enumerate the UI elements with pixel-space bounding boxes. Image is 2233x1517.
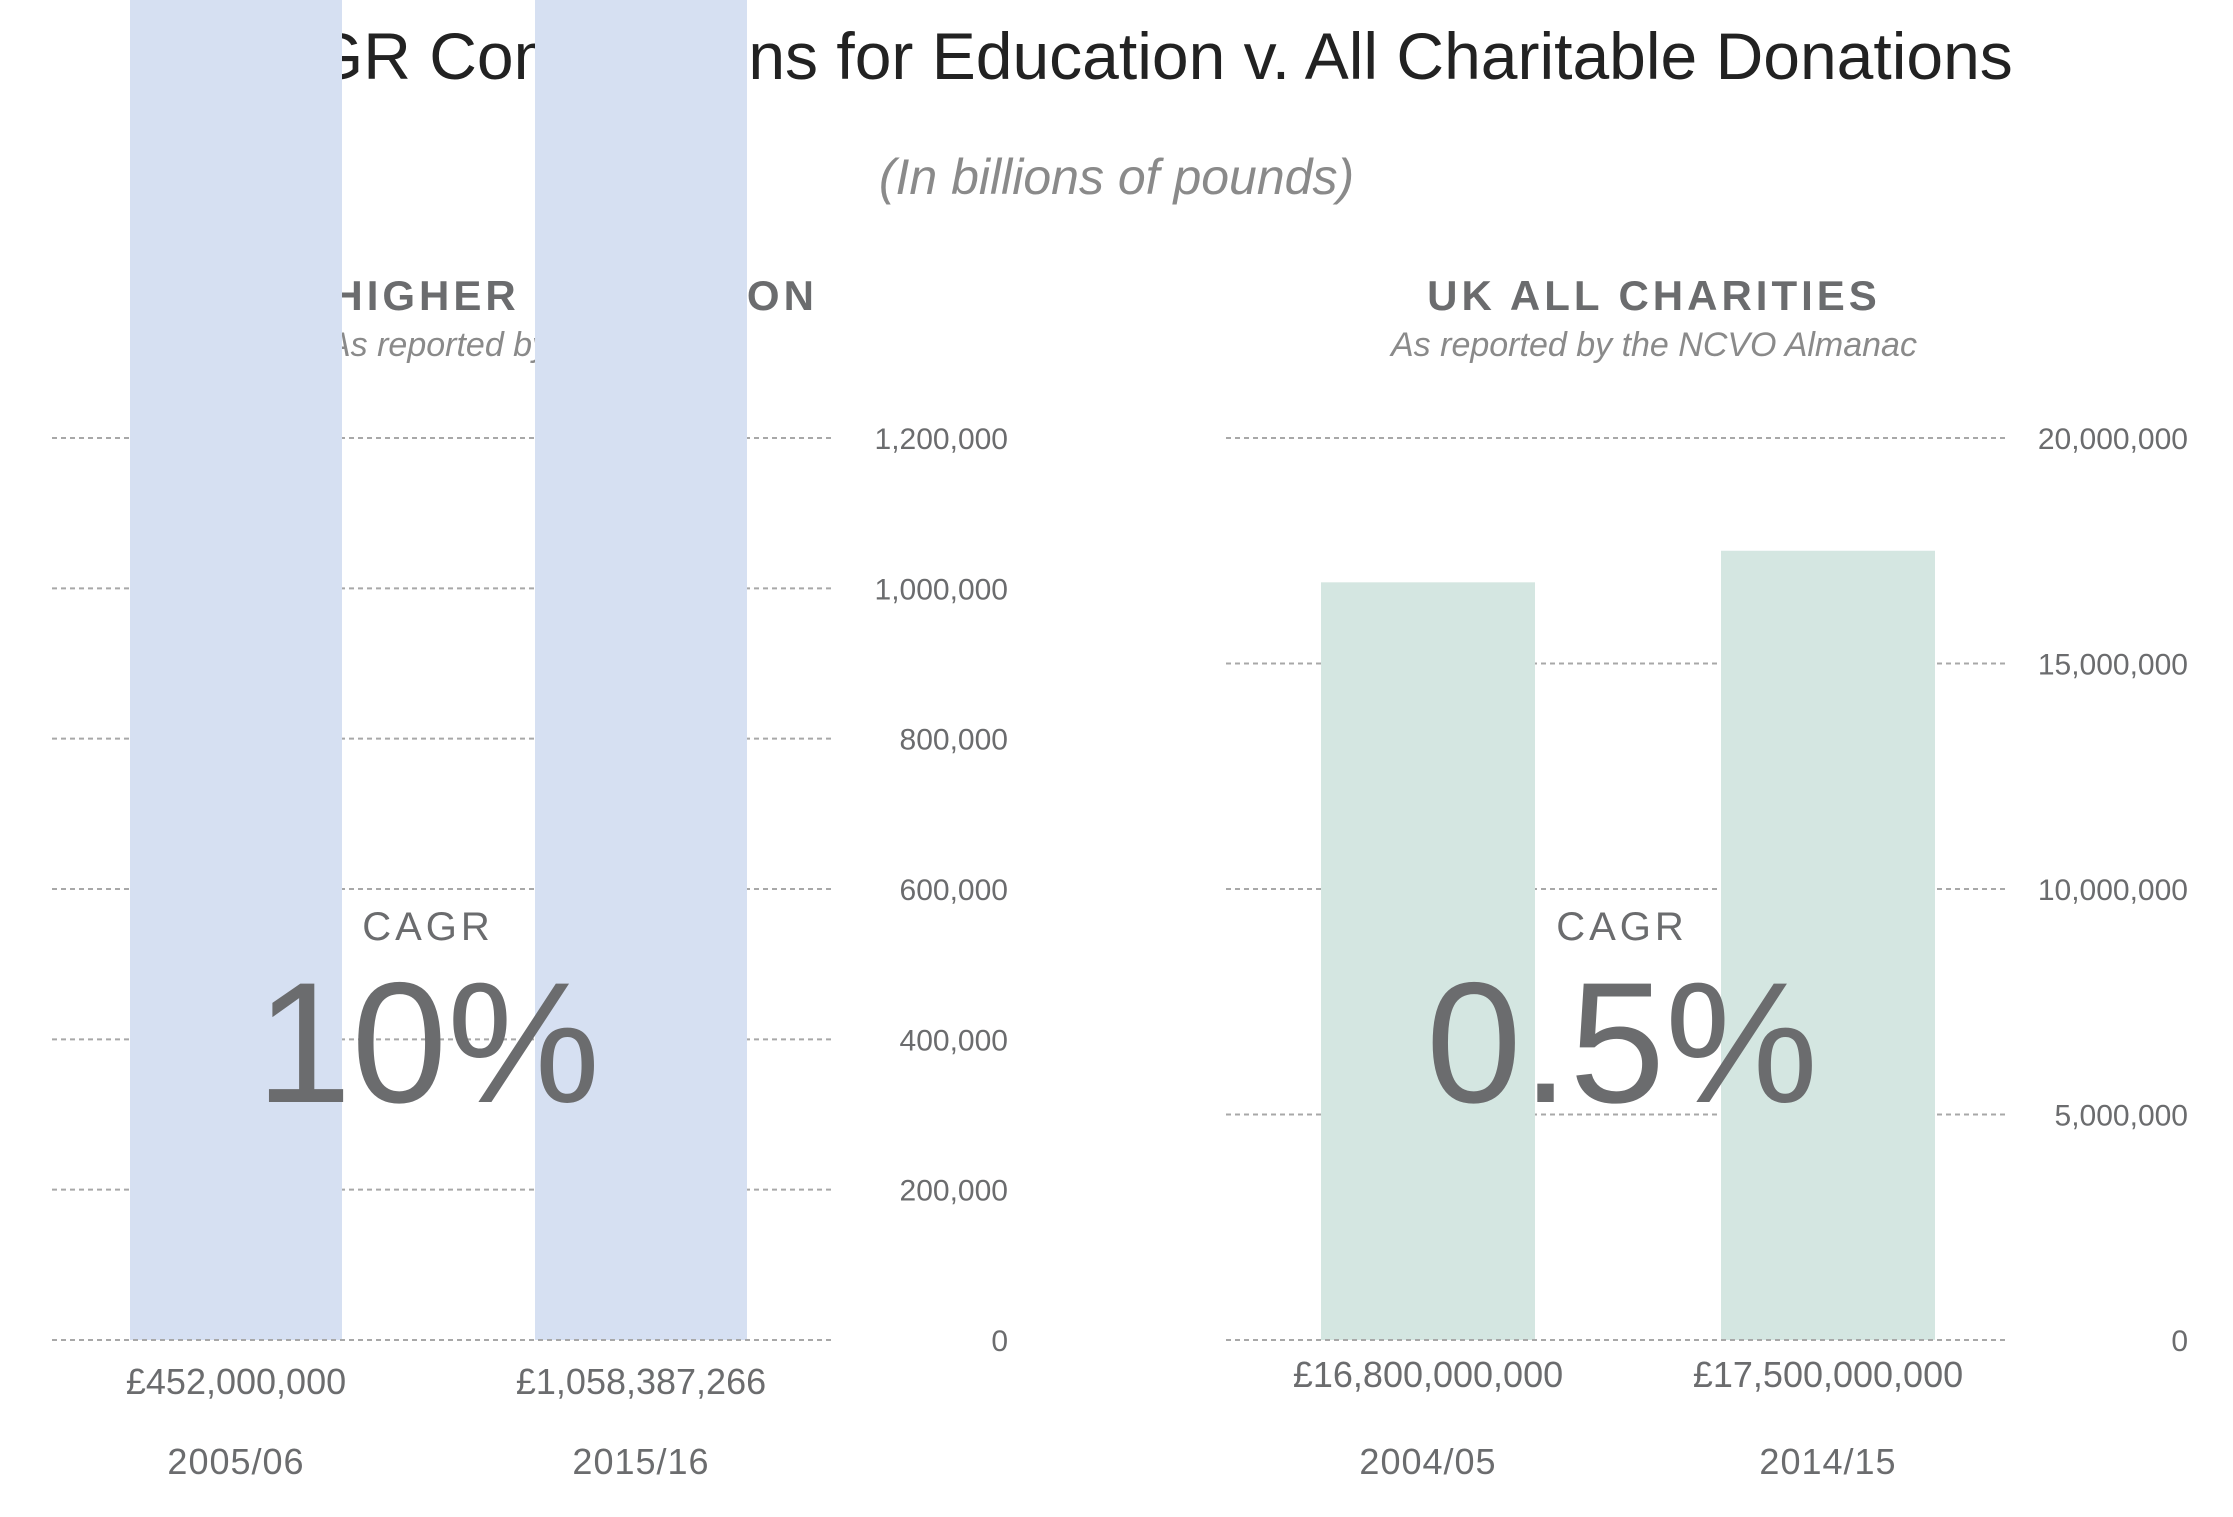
bar [1721,550,1935,1340]
bar [130,0,342,1340]
y-tick-label: 800,000 [900,724,1008,757]
y-tick-label: 1,200,000 [875,423,1008,456]
y-tick-label: 400,000 [900,1024,1008,1057]
bar [1321,582,1535,1340]
panel-subtitle: As reported by the NCVO Almanac [1389,326,1917,364]
bar-value-label: £1,058,387,266 [516,1361,766,1402]
chart-subtitle: (In billions of pounds) [878,149,1355,205]
bar-value-label: £452,000,000 [126,1361,346,1402]
y-tick-label: 600,000 [900,874,1008,907]
x-category-label: 2004/05 [1359,1441,1496,1482]
cagr-value: 0.5% [1426,947,1818,1139]
bar-value-label: £16,800,000,000 [1293,1354,1563,1395]
y-tick-label: 20,000,000 [2038,423,2188,456]
x-category-label: 2014/15 [1759,1441,1896,1482]
x-category-label: 2015/16 [572,1441,709,1482]
y-tick-label: 5,000,000 [2055,1100,2188,1133]
bar-value-label: £17,500,000,000 [1693,1354,1963,1395]
y-tick-label: 1,000,000 [875,573,1008,606]
cagr-label: CAGR [1556,905,1688,949]
x-category-label: 2005/06 [167,1441,304,1482]
bar [535,0,747,1340]
chart-title: CAGR Comparisons for Education v. All Ch… [220,19,2013,93]
y-tick-label: 0 [991,1325,1008,1358]
y-tick-label: 15,000,000 [2038,649,2188,682]
cagr-value: 10% [256,947,600,1139]
y-tick-label: 0 [2171,1325,2188,1358]
y-tick-label: 200,000 [900,1175,1008,1208]
y-tick-label: 10,000,000 [2038,874,2188,907]
cagr-label: CAGR [362,905,494,949]
panel-title: UK ALL CHARITIES [1427,272,1881,319]
